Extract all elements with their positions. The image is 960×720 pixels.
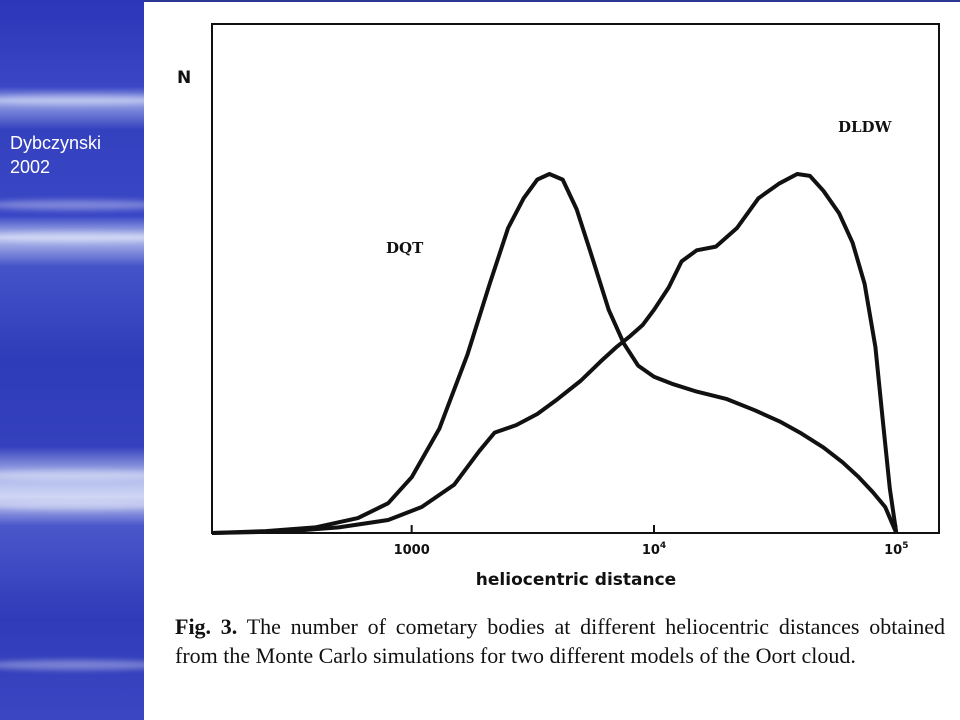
x-axis-label: heliocentric distance: [476, 570, 676, 590]
figure-caption-label: Fig. 3.: [175, 614, 238, 639]
y-axis-label: N: [177, 68, 191, 88]
x-tick-label: 105: [884, 541, 908, 558]
series-label-dldw: DLDW: [838, 118, 893, 136]
series-line-dldw: [211, 172, 899, 535]
x-tick-label: 104: [642, 541, 666, 558]
author-citation: Dybczynski 2002: [10, 133, 102, 177]
cometary-distribution-chart: 1000 104 105 N heliocentric distance DQT D…: [177, 23, 940, 590]
x-tick-label: 1000: [394, 543, 430, 558]
sidebar-panel: Dybczynski 2002: [0, 0, 144, 720]
series-label-dqt: DQT: [386, 239, 424, 257]
figure-caption: Fig. 3. The number of cometary bodies at…: [175, 612, 945, 670]
figure-caption-text: The number of cometary bodies at differe…: [175, 614, 945, 668]
top-rule: [144, 0, 960, 2]
plot-frame: [211, 23, 940, 534]
series-line-dqt: [211, 172, 899, 535]
x-tick-exponent: 4: [660, 541, 666, 551]
x-tick-exponent: 5: [902, 541, 908, 551]
